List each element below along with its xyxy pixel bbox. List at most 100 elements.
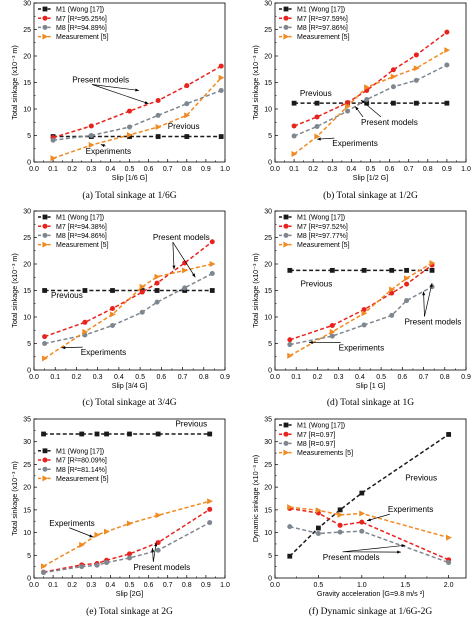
arrow-head bbox=[401, 544, 406, 548]
data-point bbox=[314, 114, 320, 120]
y-tick-label: 20 bbox=[264, 262, 272, 269]
chart-panel-f: 0.0 0.5 1.0 1.5 2.0 0 5 10 15 20 25 30 35 Gravity acc… bbox=[251, 417, 467, 598]
x-tick-label: 0.1 bbox=[289, 166, 299, 173]
data-point bbox=[154, 273, 161, 280]
x-tick-label: 0.5 bbox=[135, 374, 145, 381]
data-point bbox=[94, 531, 101, 538]
x-tick-label: 0.0 bbox=[29, 374, 39, 381]
y-tick-label: 25 bbox=[264, 27, 272, 34]
x-tick-label: 0.4 bbox=[114, 374, 124, 381]
y-tick-label: 30 bbox=[23, 439, 31, 446]
data-point bbox=[127, 124, 132, 130]
x-tick-label: 0.8 bbox=[182, 166, 192, 173]
data-point bbox=[104, 560, 110, 566]
series-line-2 bbox=[289, 525, 449, 564]
data-point bbox=[154, 288, 160, 293]
series-line-2 bbox=[53, 89, 222, 142]
annotation-label: Experiments bbox=[86, 147, 132, 156]
legend-label: M7 [R=0.97] bbox=[297, 432, 335, 439]
legend-marker bbox=[42, 15, 48, 21]
data-point bbox=[444, 62, 450, 68]
legend-label: M8 [R²=94.86%] bbox=[56, 233, 107, 240]
legend-label: M7 [R²=94.38%] bbox=[56, 224, 107, 231]
x-tick-label: 0.8 bbox=[199, 374, 209, 381]
x-tick-label: 0.7 bbox=[163, 166, 173, 173]
y-tick-label: 20 bbox=[23, 262, 31, 269]
legend-marker bbox=[283, 431, 289, 437]
legend-marker bbox=[42, 214, 48, 220]
legend-label: M7 [R²=97.59%] bbox=[297, 16, 348, 23]
data-point bbox=[345, 108, 351, 114]
x-tick-label: 0.6 bbox=[144, 582, 154, 589]
data-point bbox=[364, 96, 370, 102]
x-tick-label: 0.1 bbox=[48, 166, 58, 173]
data-point bbox=[207, 431, 213, 437]
legend-marker bbox=[42, 232, 48, 238]
arrow-head bbox=[89, 534, 94, 538]
y-tick-label: 25 bbox=[23, 27, 31, 34]
annotation-arrow bbox=[172, 242, 175, 270]
annotation-label: Previous bbox=[300, 279, 332, 288]
data-point bbox=[413, 77, 419, 83]
data-point bbox=[291, 123, 297, 129]
data-point bbox=[389, 290, 395, 296]
annotation-label: Present models bbox=[72, 76, 129, 85]
data-point bbox=[314, 100, 320, 106]
y-axis-label: Total sinkage (x10⁻³ m) bbox=[251, 45, 260, 120]
annotation-arrow bbox=[423, 291, 425, 317]
data-point bbox=[404, 267, 409, 273]
chart-panel-b: 0.0 0.1 0.2 0.3 0.4 0.5 0.6 0.7 0.8 0.9 1.0 0 5 10 15 2… bbox=[251, 1, 471, 183]
legend-marker bbox=[283, 449, 290, 456]
annotation-arrow bbox=[69, 527, 94, 538]
annotation-label: Present models bbox=[133, 563, 190, 572]
panel-caption: (a) Total sinkage at 1/6G bbox=[82, 190, 176, 201]
annotation-label: Experiments bbox=[339, 343, 385, 352]
y-tick-label: 25 bbox=[23, 235, 31, 242]
data-point bbox=[209, 261, 216, 267]
annotation-label: Previous bbox=[300, 89, 332, 98]
legend: M1 (Wong [17]) M7 [R²=97.59%] M8 [R²=97.86… bbox=[279, 6, 350, 41]
data-point bbox=[390, 67, 396, 73]
arrow-head bbox=[397, 550, 401, 554]
data-point bbox=[50, 137, 56, 143]
x-tick-label: 0.8 bbox=[440, 374, 450, 381]
arrow-head bbox=[135, 88, 140, 92]
y-tick-label: 0 bbox=[27, 576, 31, 583]
legend-label: M7 [R²=95.25%] bbox=[56, 16, 107, 23]
x-tick-label: 0.2 bbox=[67, 582, 77, 589]
y-tick-label: 10 bbox=[23, 315, 31, 322]
legend-label: Measurement [5] bbox=[56, 476, 109, 483]
data-point bbox=[364, 84, 370, 91]
y-tick-label: 15 bbox=[264, 288, 272, 295]
x-tick-label: 0.4 bbox=[106, 582, 116, 589]
data-point bbox=[329, 322, 335, 328]
data-point bbox=[209, 271, 215, 277]
x-tick-label: 0.2 bbox=[313, 374, 323, 381]
data-point bbox=[291, 133, 297, 139]
data-point bbox=[337, 522, 343, 528]
data-point bbox=[391, 100, 396, 106]
data-point bbox=[446, 432, 452, 437]
series-line-3 bbox=[43, 500, 210, 567]
x-tick-label: 0.1 bbox=[50, 374, 60, 381]
x-tick-label: 0.6 bbox=[385, 166, 395, 173]
legend-marker bbox=[283, 15, 289, 21]
x-tick-label: 0.2 bbox=[308, 166, 318, 173]
y-axis-label: Total sinkage (x10⁻³ m) bbox=[251, 253, 260, 328]
x-tick-label: 0.3 bbox=[334, 374, 344, 381]
data-point bbox=[444, 100, 450, 106]
x-tick-label: 0.1 bbox=[48, 582, 58, 589]
annotation-label: Previous bbox=[168, 122, 200, 131]
data-point bbox=[361, 267, 367, 273]
legend-label: M8 [R²=97.86%] bbox=[297, 25, 348, 32]
arrow-head bbox=[191, 273, 196, 278]
legend-marker bbox=[283, 422, 289, 428]
annotation-arrow bbox=[342, 544, 406, 553]
y-tick-label: 25 bbox=[23, 462, 31, 469]
data-point bbox=[154, 280, 160, 286]
data-point bbox=[104, 431, 109, 437]
data-point bbox=[287, 504, 293, 511]
legend-label: Measurement [5] bbox=[297, 34, 350, 41]
x-tick-label: 1.0 bbox=[357, 582, 367, 589]
